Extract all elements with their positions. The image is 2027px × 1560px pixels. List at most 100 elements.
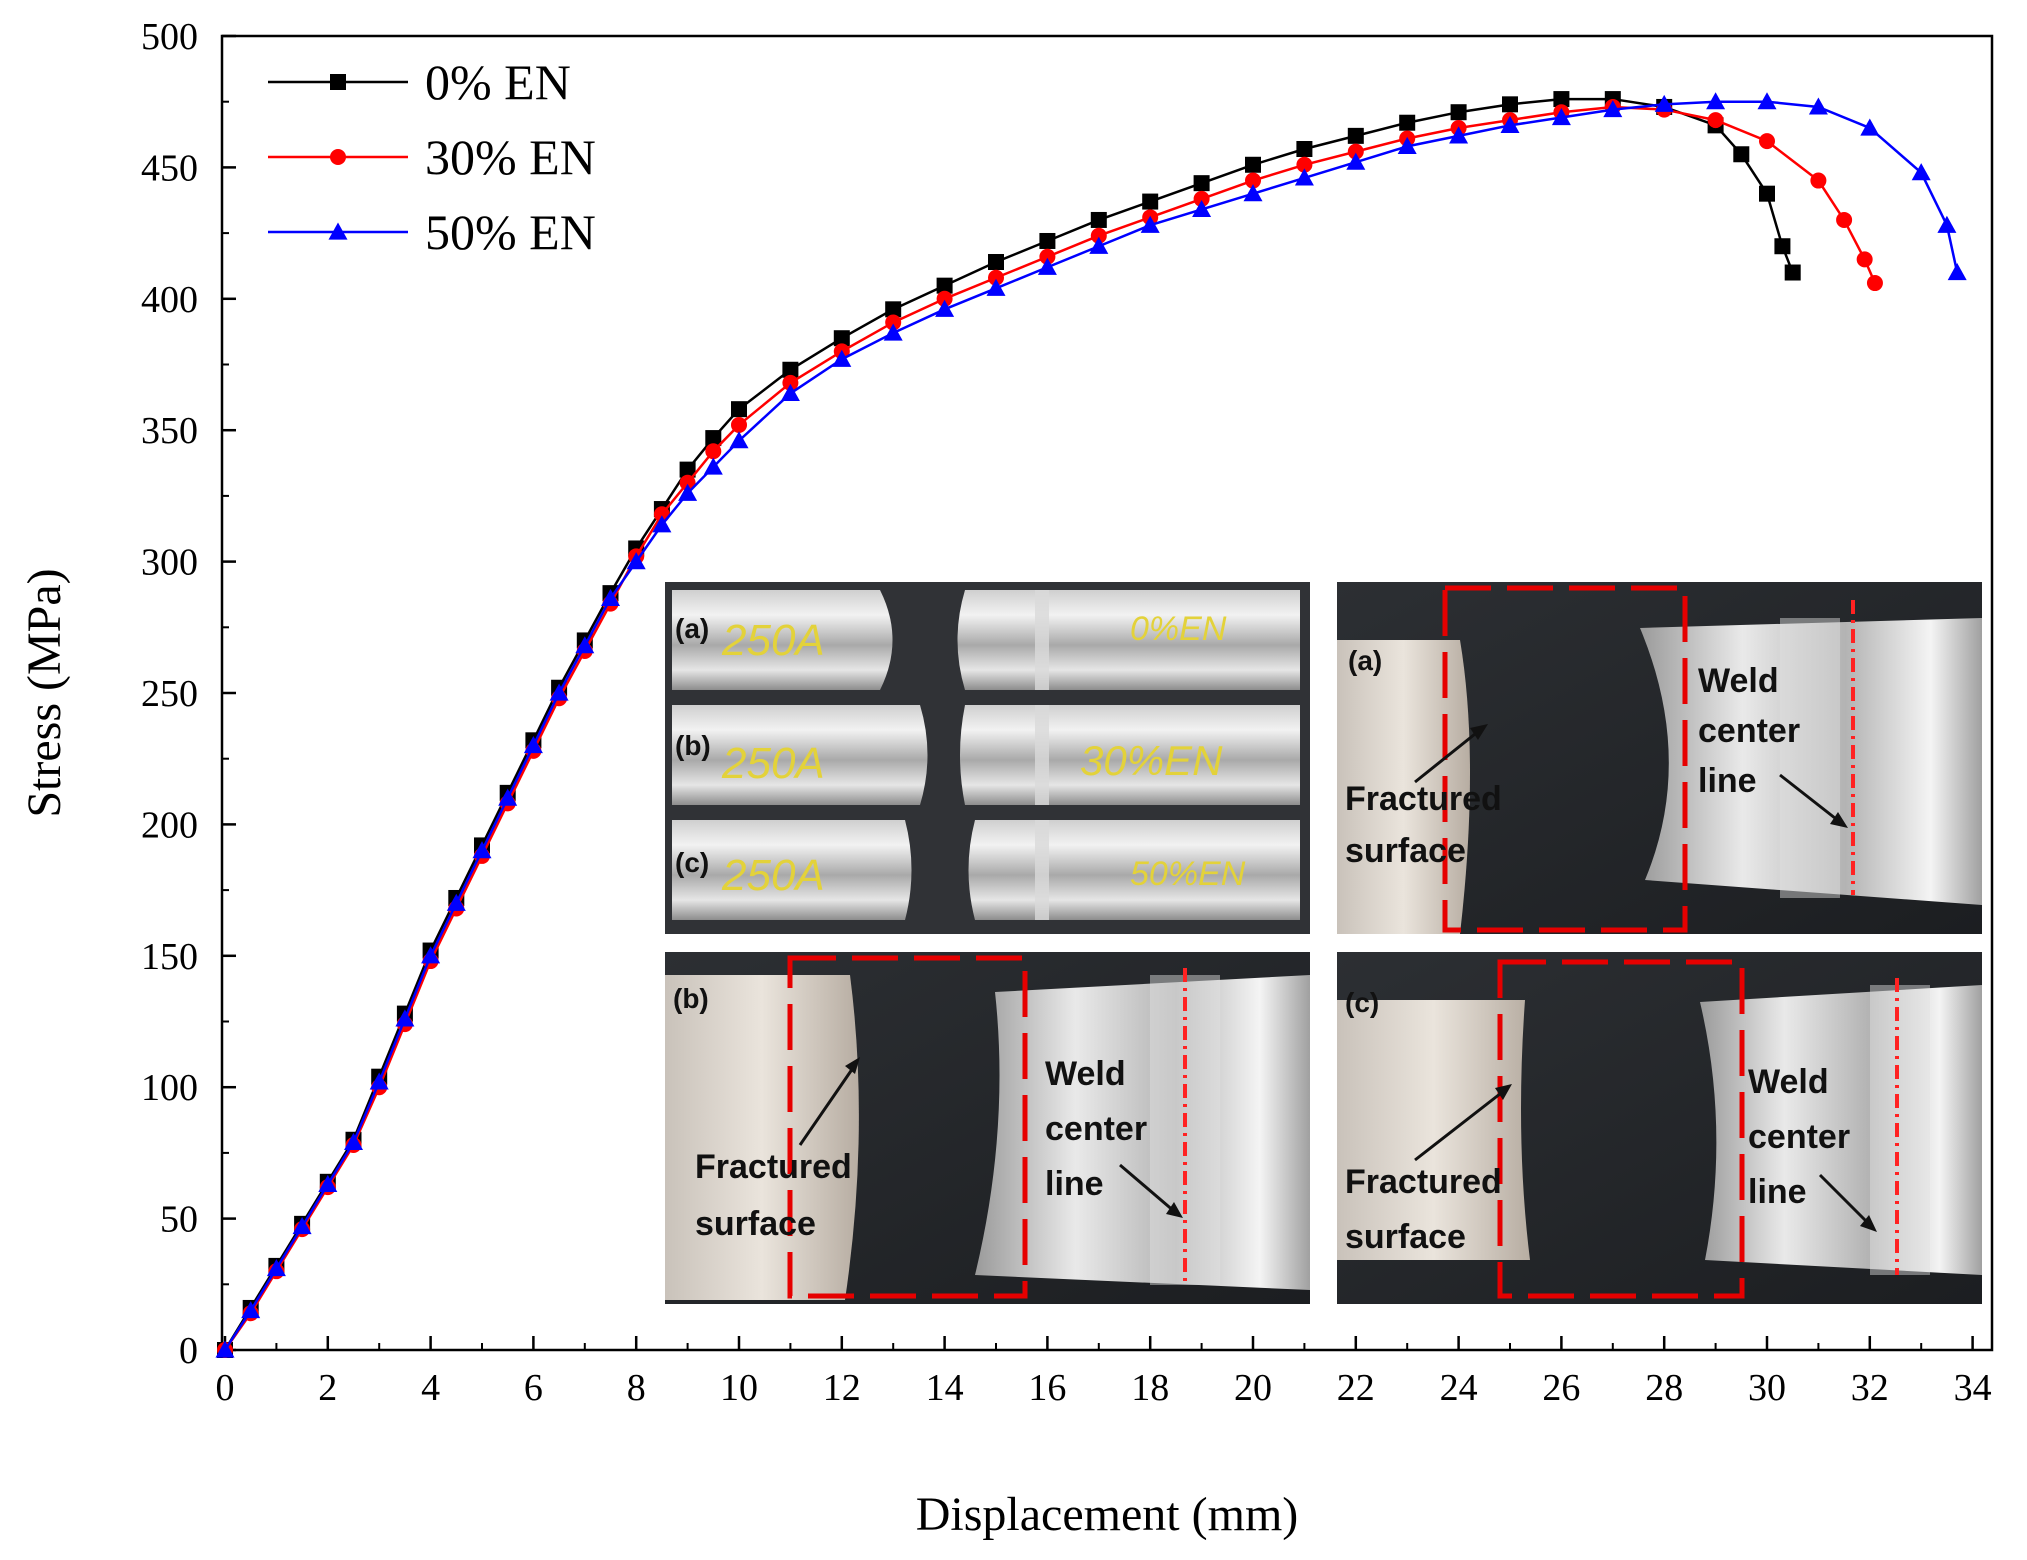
legend-marker-2	[328, 222, 348, 240]
x-tick-label-5: 10	[720, 1367, 758, 1409]
data-point-2-29	[1192, 199, 1212, 218]
data-point-2-23	[883, 323, 903, 341]
y-tick-label-4: 200	[141, 804, 198, 846]
data-point-1-31	[1296, 156, 1313, 173]
data-point-2-6	[369, 1072, 389, 1090]
data-point-2-20	[729, 431, 749, 449]
panel-a-label: (a)	[1348, 645, 1382, 676]
series-line-0	[223, 97, 1794, 1351]
overview-ratio-c: 50%EN	[1130, 855, 1246, 893]
x-tick-label-9: 18	[1131, 1367, 1169, 1409]
x-tick-label-16: 32	[1851, 1367, 1889, 1409]
data-point-2-2	[266, 1259, 286, 1277]
data-point-2-8	[421, 946, 441, 964]
panel-a-weld-1: Weld	[1698, 662, 1779, 700]
data-point-1-29	[1193, 190, 1210, 207]
panel-a-weld-3: line	[1698, 762, 1757, 800]
x-tick-label-12: 24	[1440, 1367, 1478, 1409]
data-point-2-0	[215, 1340, 235, 1358]
data-point-1-25	[988, 269, 1004, 286]
data-point-2-10	[472, 841, 492, 859]
panel-c-fract-1: Fractured	[1345, 1163, 1502, 1201]
data-point-2-14	[575, 636, 595, 654]
data-point-2-1	[241, 1301, 261, 1319]
data-point-2-27	[1089, 236, 1109, 254]
x-tick-label-10: 20	[1234, 1367, 1272, 1409]
panel-b-fract-2: surface	[695, 1205, 816, 1243]
data-point-1-20	[731, 416, 747, 433]
overview-current-c: 250A	[721, 851, 825, 900]
panel-c-weld-3: line	[1748, 1173, 1807, 1211]
overview-ratio-a: 0%EN	[1130, 610, 1227, 648]
data-point-1-44	[1866, 275, 1883, 292]
panel-b-fract-1: Fractured	[695, 1148, 852, 1186]
panel-c-weld-1: Weld	[1748, 1063, 1829, 1101]
data-point-1-19	[705, 443, 722, 460]
panel-c-label: (c)	[1345, 987, 1379, 1018]
data-point-0-33	[1399, 114, 1416, 131]
y-tick-label-2: 100	[141, 1067, 198, 1109]
data-point-2-24	[935, 299, 955, 317]
y-tick-label-7: 350	[141, 410, 198, 452]
overview-current-a: 250A	[721, 616, 825, 665]
y-tick-labels: 0 50 100 150 200 250 300 350 400 450 500	[141, 16, 198, 1372]
x-tick-label-6: 12	[823, 1367, 861, 1409]
data-point-2-18	[678, 483, 698, 501]
axis-ticks	[222, 34, 1974, 1352]
x-tick-label-13: 26	[1542, 1367, 1580, 1409]
data-point-0-41	[1759, 185, 1775, 202]
panel-a-fract-2: surface	[1345, 832, 1466, 870]
data-point-0-34	[1450, 104, 1467, 121]
data-point-1-24	[936, 290, 953, 307]
data-point-0-26	[1039, 232, 1056, 249]
overview-current-b: 250A	[721, 739, 825, 788]
y-tick-label-1: 50	[160, 1199, 198, 1241]
series-line-2	[223, 100, 1959, 1351]
data-point-2-34	[1449, 126, 1469, 144]
data-point-0-18	[679, 461, 696, 478]
data-point-0-36	[1553, 91, 1570, 108]
data-point-2-25	[986, 278, 1006, 296]
data-point-2-39	[1706, 92, 1726, 110]
data-point-2-31	[1294, 168, 1314, 186]
data-point-1-40	[1759, 133, 1775, 150]
data-point-2-44	[1937, 215, 1957, 233]
x-tick-label-4: 8	[627, 1367, 646, 1409]
inset-fracture-photo-b: (b) Weld center line Fractured surface	[665, 952, 1310, 1304]
data-point-0-29	[1193, 175, 1210, 192]
x-tick-label-14: 28	[1645, 1367, 1683, 1409]
x-tick-label-3: 6	[524, 1367, 543, 1409]
inset-fracture-photo-a: (a) Weld center line Fractured surface	[1337, 582, 1982, 934]
data-point-1-30	[1245, 172, 1261, 189]
data-point-0-30	[1245, 156, 1261, 173]
y-tick-label-10: 500	[141, 16, 198, 58]
legend-label-0: 0% EN	[425, 54, 571, 110]
legend-label-1: 30% EN	[425, 129, 596, 185]
legend-marker-1	[330, 149, 346, 165]
legend-label-2: 50% EN	[425, 204, 596, 260]
data-point-1-27	[1090, 227, 1107, 244]
data-point-0-25	[988, 254, 1004, 271]
panel-b-weld-3: line	[1045, 1165, 1104, 1203]
x-tick-label-8: 16	[1028, 1367, 1066, 1409]
panel-c-fract-2: surface	[1345, 1218, 1466, 1256]
data-point-2-33	[1397, 136, 1417, 154]
data-point-2-5	[344, 1132, 363, 1150]
panel-a-weld-2: center	[1698, 712, 1800, 750]
x-tick-label-17: 34	[1954, 1367, 1992, 1409]
overview-label-a: (a)	[675, 613, 709, 644]
legend-marker-0	[330, 74, 346, 90]
data-point-0-21	[782, 361, 799, 378]
data-point-1-32	[1347, 143, 1364, 160]
overview-label-c: (c)	[675, 847, 709, 878]
data-point-2-3	[292, 1216, 312, 1235]
x-tick-labels: 0 2 4 6 8 10 12 14 16 18 20 22 24 26 28 30 32 34	[216, 1367, 1992, 1409]
overview-ratio-b: 30%EN	[1080, 737, 1223, 784]
data-point-2-19	[703, 457, 723, 475]
data-point-2-9	[446, 893, 466, 911]
data-point-2-28	[1140, 215, 1160, 233]
data-point-2-37	[1603, 100, 1623, 118]
data-point-0-24	[936, 277, 953, 294]
data-point-2-35	[1500, 115, 1520, 133]
